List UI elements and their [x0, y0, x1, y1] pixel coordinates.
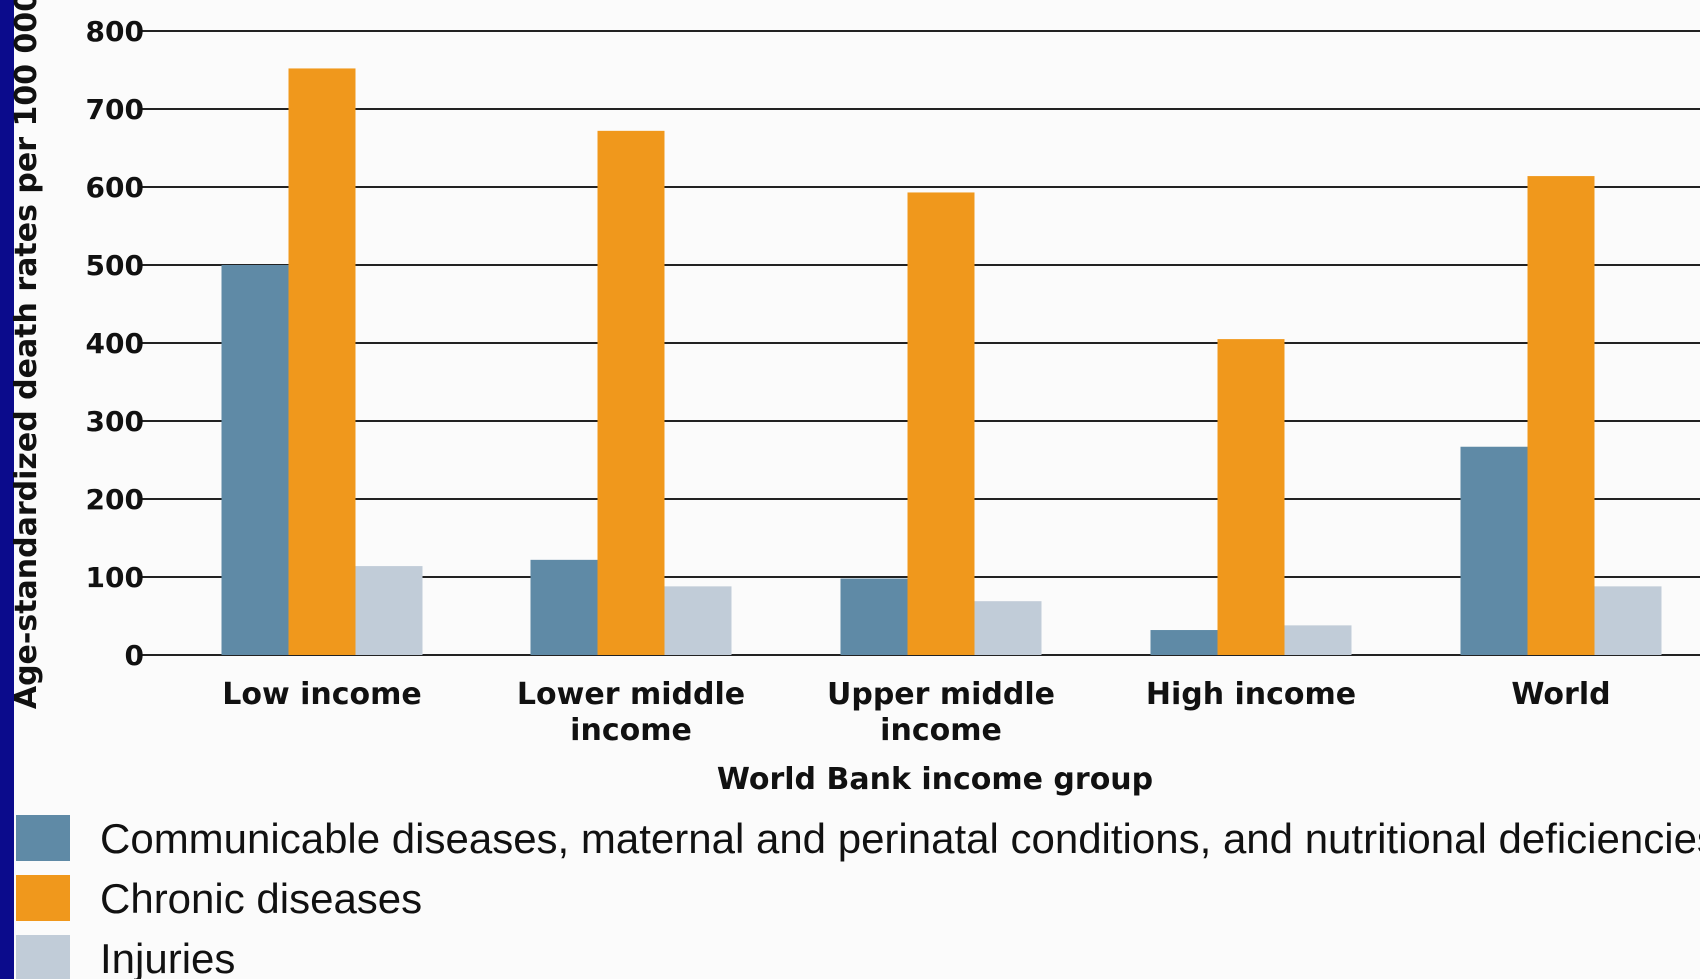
y-tick-label-800: 800 [86, 15, 144, 48]
left-edge-strip [0, 0, 14, 979]
bar-3-1 [355, 566, 423, 655]
bar-1-1 [221, 265, 289, 655]
y-tick-label-100: 100 [86, 561, 144, 594]
x-tick-label-4: High income [1146, 677, 1356, 712]
bar-2-3 [907, 192, 975, 655]
y-tick-label-600: 600 [86, 171, 144, 204]
y-tick-label-300: 300 [86, 405, 144, 438]
bar-2-1 [288, 68, 356, 655]
y-tick-label-700: 700 [86, 93, 144, 126]
bar-3-3 [974, 601, 1042, 655]
x-tick-label-3-line-2: income [880, 713, 1002, 748]
bar-3-5 [1594, 586, 1662, 655]
bar-2-2 [597, 130, 665, 656]
y-tick-label-500: 500 [86, 249, 144, 282]
bar-2-4 [1217, 339, 1285, 655]
legend-swatch-1 [16, 815, 70, 861]
x-tick-label-2-line-2: income [570, 713, 692, 748]
y-tick-label-400: 400 [86, 327, 144, 360]
bar-3-4 [1284, 625, 1352, 655]
legend-label-1: Communicable diseases, maternal and peri… [100, 815, 1700, 862]
y-tick-label-0: 0 [125, 639, 144, 672]
legend-label-2: Chronic diseases [100, 875, 422, 922]
bar-1-3 [840, 578, 908, 655]
bar-1-2 [530, 559, 598, 655]
x-axis-title: World Bank income group [717, 762, 1153, 797]
bar-1-4 [1150, 630, 1218, 655]
bar-2-5 [1527, 176, 1595, 655]
x-tick-label-5: World [1511, 677, 1610, 712]
x-tick-label-2-line-1: Lower middle [517, 677, 745, 712]
legend-label-3: Injuries [100, 935, 235, 979]
x-tick-label-1: Low income [222, 677, 422, 712]
y-axis-title: Age-standardized death rates per 100 000 [9, 0, 44, 709]
y-tick-label-200: 200 [86, 483, 144, 516]
x-tick-label-3-line-1: Upper middle [827, 677, 1055, 712]
legend-swatch-3 [16, 935, 70, 979]
legend-swatch-2 [16, 875, 70, 921]
bar-1-5 [1460, 446, 1528, 655]
bar-3-2 [664, 586, 732, 655]
